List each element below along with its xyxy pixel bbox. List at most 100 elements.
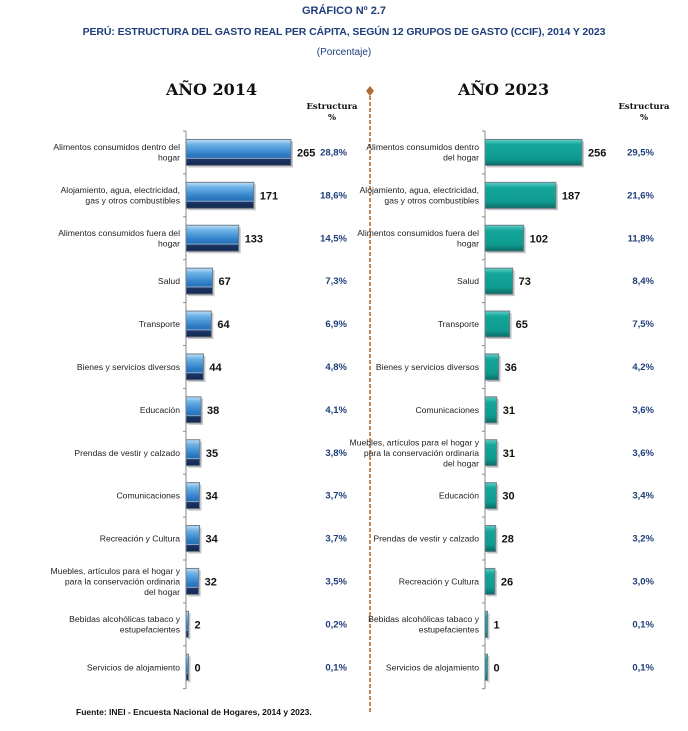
- structure-pct-label: 0,1%: [632, 662, 654, 673]
- category-label: Educación: [140, 405, 180, 415]
- source-note: Fuente: INEI - Encuesta Nacional de Hoga…: [76, 707, 312, 717]
- value-label: 1: [494, 619, 500, 631]
- structure-pct-label: 28,8%: [320, 147, 347, 158]
- structure-pct-label: 18,6%: [320, 190, 347, 201]
- bar-2014: [185, 653, 189, 681]
- structure-pct-label: 3,2%: [632, 534, 654, 545]
- structure-pct-label: 3,0%: [632, 576, 654, 587]
- bar-shadow: [487, 613, 490, 640]
- bar-2023: [484, 267, 514, 295]
- bar-2014: [185, 482, 200, 510]
- category-label: del hogar: [443, 153, 479, 163]
- structure-pct-label: 7,5%: [632, 319, 654, 330]
- bar-2014: [185, 181, 255, 209]
- value-label: 2: [195, 619, 201, 631]
- category-label: del hogar: [144, 587, 180, 597]
- category-label: Muebles, artículos para el hogar y: [350, 437, 480, 447]
- structure-pct-label: 3,7%: [325, 534, 347, 545]
- value-label: 73: [519, 276, 531, 288]
- structure-header-2014: Estructura %: [302, 102, 362, 124]
- panel-2014-title: AÑO 2014: [166, 80, 258, 99]
- bar-2014: [185, 138, 292, 166]
- structure-pct-label: 0,2%: [325, 619, 347, 630]
- category-label: Bebidas alcohólicas tabaco y: [368, 614, 480, 624]
- structure-header-2023: Estructura %: [614, 102, 674, 124]
- category-label: Alojamiento, agua, electricidad,: [61, 185, 180, 195]
- structure-pct-label: 4,2%: [632, 362, 654, 373]
- bar-2023: [484, 353, 500, 381]
- category-label: Alimentos consumidos dentro: [366, 142, 479, 152]
- bar-2023: [484, 224, 525, 252]
- value-label: 38: [207, 405, 219, 417]
- value-label: 265: [297, 147, 315, 159]
- value-label: 64: [217, 319, 230, 331]
- structure-pct-label: 21,6%: [627, 190, 654, 201]
- bar-2014: [185, 439, 201, 467]
- value-label: 171: [260, 190, 278, 202]
- value-label: 31: [503, 448, 515, 460]
- bar-2023: [484, 482, 497, 510]
- chart-unit: (Porcentaje): [316, 47, 372, 58]
- bar-2023: [484, 181, 557, 209]
- category-label: Alimentos consumidos fuera del: [58, 228, 180, 238]
- bar-2023: [484, 396, 498, 424]
- value-label: 0: [494, 662, 500, 674]
- chart-title: PERÚ: ESTRUCTURA DEL GASTO REAL PER CÁPI…: [82, 26, 606, 38]
- bar-2014: [185, 267, 214, 295]
- value-label: 67: [219, 276, 231, 288]
- category-label: Servicios de alojamiento: [87, 662, 180, 672]
- bar-shadow: [487, 656, 490, 683]
- category-label: Recreación y Cultura: [100, 534, 180, 544]
- category-label: Educación: [439, 491, 479, 501]
- category-label: hogar: [457, 239, 479, 249]
- category-label: gas y otros combustibles: [85, 196, 180, 206]
- bar-2023: [484, 653, 488, 681]
- value-label: 26: [501, 576, 513, 588]
- structure-pct-label: 3,6%: [632, 448, 654, 459]
- structure-pct-label: 4,8%: [325, 362, 347, 373]
- structure-pct-label: 8,4%: [632, 276, 654, 287]
- bar-2014: [185, 224, 240, 252]
- divider-diamond-icon: [366, 86, 374, 96]
- category-label: Salud: [457, 276, 479, 286]
- category-label: para la conservación ordinaria: [364, 448, 479, 458]
- category-label: para la conservación ordinaria: [65, 576, 180, 586]
- value-label: 30: [502, 491, 514, 503]
- bar-2014: [185, 310, 212, 338]
- structure-pct-label: 3,8%: [325, 448, 347, 459]
- category-label: Alimentos consumidos fuera del: [357, 228, 479, 238]
- value-label: 28: [502, 534, 514, 546]
- bar-2023: [484, 138, 583, 166]
- category-label: estupefacientes: [419, 625, 479, 635]
- category-label: Prendas de vestir y calzado: [74, 448, 180, 458]
- structure-pct-label: 11,8%: [628, 233, 655, 244]
- category-label: Prendas de vestir y calzado: [373, 534, 479, 544]
- value-label: 0: [195, 662, 201, 674]
- value-label: 44: [209, 362, 222, 374]
- bar-2014: [185, 610, 189, 638]
- value-label: 31: [503, 405, 515, 417]
- bar-2014: [185, 525, 200, 553]
- structure-header-label: Estructura: [306, 102, 358, 112]
- category-label: gas y otros combustibles: [384, 196, 479, 206]
- category-label: hogar: [158, 153, 180, 163]
- bar-shadow: [188, 613, 191, 640]
- value-label: 187: [562, 190, 580, 202]
- structure-pct-label: 4,1%: [325, 405, 347, 416]
- structure-pct-label: 14,5%: [320, 233, 347, 244]
- structure-pct-label: 0,1%: [632, 619, 654, 630]
- value-label: 32: [205, 576, 217, 588]
- category-label: Bienes y servicios diversos: [376, 362, 479, 372]
- category-label: Bienes y servicios diversos: [77, 362, 180, 372]
- value-label: 102: [530, 233, 548, 245]
- category-label: Recreación y Cultura: [399, 576, 479, 586]
- bar-2023: [484, 439, 498, 467]
- value-label: 34: [205, 491, 218, 503]
- category-label: Alimentos consumidos dentro del: [53, 142, 180, 152]
- chart-number-title: GRÁFICO Nº 2.7: [301, 5, 387, 17]
- category-label: Comunicaciones: [415, 405, 479, 415]
- structure-header-unit: %: [639, 113, 649, 123]
